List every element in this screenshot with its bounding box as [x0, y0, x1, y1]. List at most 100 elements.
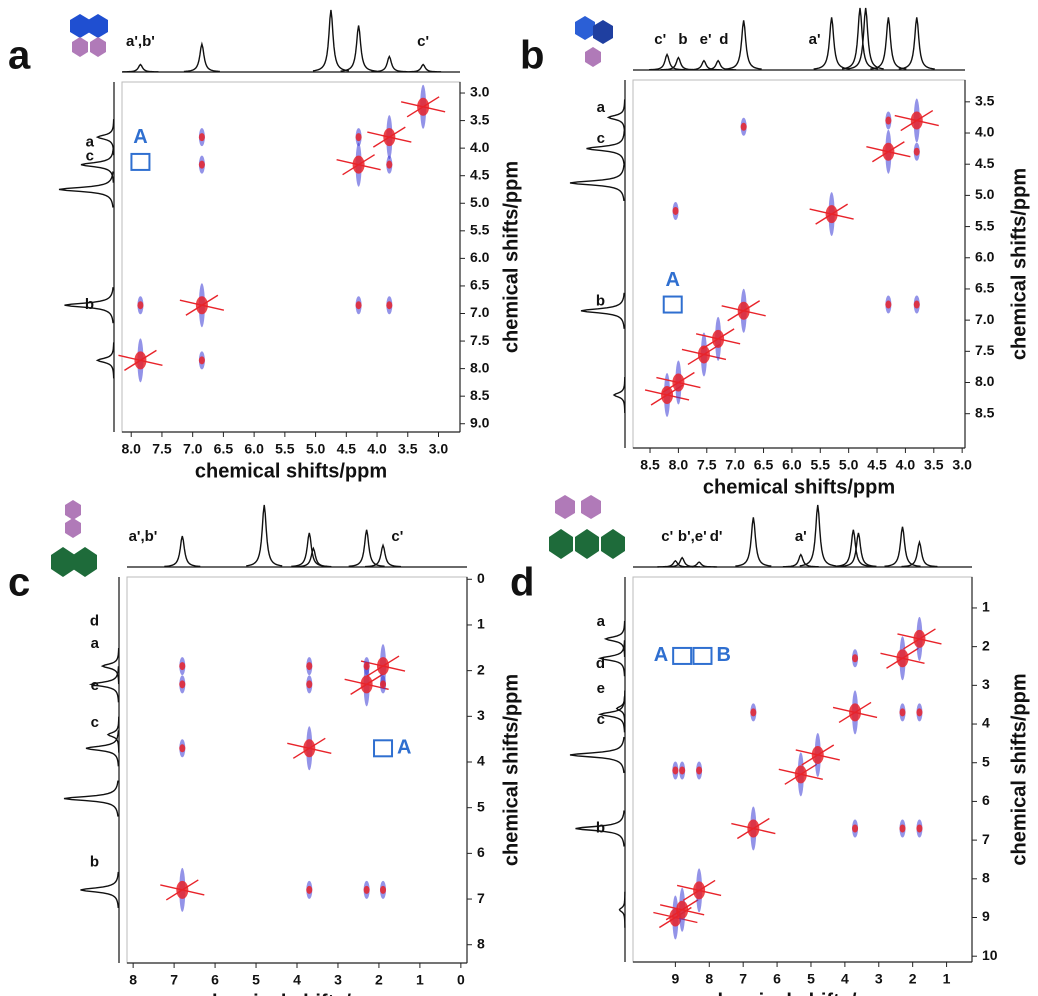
spectrum-peak — [835, 529, 872, 567]
annotation-label: A — [654, 644, 668, 666]
cross-peak — [386, 296, 393, 315]
y-tick-label: 6.5 — [470, 277, 490, 293]
cross-peak — [336, 142, 381, 187]
peak-star — [662, 371, 695, 394]
x-tick-label: 7.5 — [697, 457, 717, 473]
spectrum-peak — [685, 59, 722, 71]
peak-label: a — [597, 99, 606, 116]
cross-peak — [179, 657, 186, 676]
peak-core — [852, 824, 859, 833]
y-tick-label: 5.0 — [975, 186, 995, 202]
panel-letter: a — [8, 34, 31, 78]
y-tick-label: 4 — [477, 753, 485, 769]
y-tick-label: 6 — [982, 792, 990, 808]
spectrum-peak — [735, 517, 772, 567]
cross-peak — [913, 142, 920, 161]
peak-star — [736, 817, 770, 840]
cross-peak — [198, 155, 205, 174]
y-tick-label: 7 — [982, 831, 990, 847]
cross-peak — [363, 657, 370, 676]
y-tick-label: 3.5 — [975, 93, 995, 109]
peak-core — [386, 301, 393, 310]
spectrum-peak — [80, 871, 119, 908]
cross-peak — [656, 360, 701, 405]
cross-peak — [679, 761, 686, 780]
spectrum-peak — [312, 9, 350, 72]
y-tick-label: 0 — [477, 570, 485, 586]
x-tick-label: 8.0 — [669, 457, 689, 473]
cross-peak — [740, 117, 747, 136]
peak-star — [838, 701, 872, 724]
peak-star — [801, 744, 835, 766]
spectrum-peak — [901, 539, 938, 568]
y-tick-label: 3.5 — [470, 111, 490, 127]
cross-peak — [916, 703, 923, 722]
peak-star — [342, 154, 375, 176]
peak-core — [740, 122, 747, 131]
y-tick-label: 5.0 — [470, 194, 490, 210]
cross-peak — [695, 316, 741, 361]
peak-core — [198, 160, 205, 169]
x-tick-label: 9 — [671, 971, 679, 987]
y-tick-label: 4.5 — [975, 155, 995, 171]
x-tick-label: 5.0 — [839, 457, 859, 473]
panel-letter: d — [510, 561, 534, 605]
cross-peak — [363, 880, 370, 899]
cross-peak — [306, 675, 313, 694]
peak-star — [784, 763, 818, 785]
cross-peak — [380, 675, 387, 694]
cross-peak — [681, 332, 727, 377]
x-axis-title: chemical shifts/ppm — [201, 991, 393, 996]
peak-label: d — [596, 655, 605, 672]
peak-label: a',b' — [126, 33, 155, 50]
x-tick-label: 5.5 — [811, 457, 831, 473]
x-tick-label: 6.0 — [782, 457, 802, 473]
molecule-icon — [70, 14, 108, 57]
peak-star — [350, 673, 384, 695]
panel-letter: c — [8, 561, 30, 605]
peak-star — [886, 647, 919, 669]
cross-peak — [885, 295, 892, 314]
annotation-box — [672, 646, 693, 665]
spectrum-peak — [618, 891, 626, 928]
y-tick-label: 7.0 — [470, 304, 490, 320]
y-tick-label: 4.5 — [470, 166, 490, 182]
peak-core — [913, 147, 920, 156]
cross-peak — [731, 806, 776, 851]
peak-star — [665, 899, 699, 921]
y-tick-label: 6.0 — [470, 249, 490, 265]
spectrum-peak — [85, 730, 120, 767]
x-tick-label: 7 — [170, 972, 178, 988]
cross-peak — [355, 128, 362, 147]
peak-core — [916, 708, 923, 717]
spectrum-peak — [586, 130, 625, 167]
x-axis-title: chemical shifts/ppm — [706, 990, 898, 996]
peak-star — [372, 126, 406, 148]
annotation-label: A — [133, 126, 147, 148]
y-tick-label: 9 — [982, 908, 990, 924]
peak-star — [124, 349, 157, 371]
y-tick-label: 3 — [982, 676, 990, 692]
annotation-box — [373, 739, 394, 758]
spectrum-peak — [183, 41, 220, 73]
y-tick-label: 3 — [477, 707, 485, 723]
y-tick-label: 8 — [982, 870, 990, 886]
x-tick-label: 6.5 — [214, 441, 234, 457]
spectrum-peak — [612, 376, 626, 414]
x-tick-label: 3.0 — [952, 457, 972, 473]
y-tick-label: 1 — [477, 616, 485, 632]
cross-peak — [721, 288, 766, 333]
spectrum-peak — [95, 119, 115, 156]
peak-star — [872, 141, 905, 163]
peak-label: e' — [700, 31, 712, 48]
peak-star — [292, 737, 326, 759]
cross-peak — [696, 761, 703, 780]
cross-peak — [852, 819, 859, 838]
spectrum-peak — [841, 7, 879, 70]
peak-label: c' — [417, 33, 429, 50]
peak-core — [137, 301, 144, 310]
peak-core — [852, 654, 859, 663]
peak-core — [198, 356, 205, 365]
x-tick-label: 4 — [293, 972, 301, 988]
